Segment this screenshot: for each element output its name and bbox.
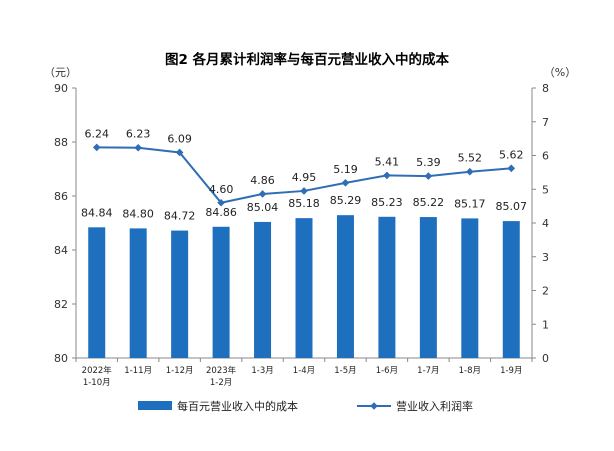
bar-data-label: 84.72: [164, 210, 196, 223]
plot-area: 80 82 84 86 88 90 0 1 2 3 4 5 6 7 8 2022年 1-10月 1-11月 1-12…: [54, 82, 549, 388]
bar-data-label: 85.17: [454, 197, 486, 210]
line-data-label: 4.86: [250, 174, 275, 187]
bar-data-label: 85.04: [247, 201, 279, 214]
bar-data-label: 85.18: [288, 197, 320, 210]
bar: [336, 215, 354, 358]
left-tick-label: 82: [54, 298, 68, 311]
x-tick-label: 2023年: [206, 365, 237, 376]
x-tick-label: 1-12月: [166, 366, 194, 376]
legend-bar-swatch: [138, 401, 172, 410]
line-data-label: 6.09: [167, 132, 192, 145]
bar: [378, 216, 396, 358]
line-data-label: 4.95: [292, 171, 317, 184]
line-point: [424, 172, 433, 180]
left-tick-label: 86: [54, 190, 68, 203]
line-point: [507, 164, 516, 173]
bar-data-label: 84.84: [81, 206, 113, 219]
x-tick-label: 1-11月: [124, 366, 152, 376]
line-data-label: 5.52: [458, 152, 483, 165]
line-data-label: 5.62: [499, 148, 524, 161]
bar: [212, 226, 230, 358]
legend-line-marker: [370, 402, 378, 410]
bar-data-label: 85.22: [413, 196, 445, 209]
line-data-label: 5.19: [333, 163, 358, 176]
right-tick-label: 7: [542, 116, 549, 129]
x-tick-label: 1-9月: [500, 366, 522, 376]
bar: [419, 217, 437, 358]
bar-data-label: 84.80: [122, 207, 154, 220]
left-tick-label: 84: [54, 244, 68, 257]
right-tick-label: 6: [542, 150, 549, 163]
x-tick-label: 1-8月: [459, 366, 481, 376]
right-tick-label: 3: [542, 251, 549, 264]
line-data-label: 6.24: [84, 127, 109, 140]
line-point: [92, 143, 101, 152]
left-tick-label: 88: [54, 136, 68, 149]
bar: [88, 227, 106, 358]
line-data-label: 5.39: [416, 156, 441, 169]
line-data-label: 4.60: [209, 183, 234, 196]
line-point: [134, 143, 142, 152]
line-point: [383, 171, 391, 180]
line-data-label: 5.41: [375, 155, 400, 168]
right-tick-label: 1: [542, 318, 549, 331]
line-point: [217, 198, 225, 207]
left-tick-label: 80: [54, 352, 68, 365]
line-point: [300, 187, 308, 195]
bar: [254, 221, 272, 358]
bar-data-label: 84.86: [205, 206, 237, 219]
bar: [502, 221, 520, 358]
x-tick-label: 1-2月: [210, 378, 232, 388]
left-axis-unit: （元）: [44, 66, 77, 79]
legend: 每百元营业收入中的成本 营业收入利润率: [138, 399, 473, 413]
legend-bar-label: 每百元营业收入中的成本: [177, 399, 298, 413]
x-tick-label: 1-10月: [83, 378, 111, 388]
right-axis-unit: （%）: [544, 66, 576, 79]
right-tick-label: 5: [542, 183, 549, 196]
line-point: [175, 148, 184, 157]
bar: [129, 228, 147, 358]
x-tick-label: 1-7月: [417, 366, 439, 376]
right-tick-label: 8: [542, 82, 549, 95]
line-data-label: 6.23: [126, 128, 151, 141]
bar: [295, 218, 313, 358]
right-tick-label: 4: [542, 217, 549, 230]
x-tick-label: 1-3月: [251, 366, 273, 376]
line-point: [466, 167, 474, 176]
bar: [171, 230, 189, 358]
x-tick-label: 2022年: [82, 365, 113, 376]
bar-data-label: 85.29: [330, 194, 362, 207]
x-tick-label: 1-5月: [334, 366, 356, 376]
line-point: [258, 190, 267, 198]
bar-data-label: 85.07: [496, 200, 528, 213]
bar-data-label: 85.23: [371, 196, 403, 209]
right-tick-label: 0: [542, 352, 549, 365]
x-tick-label: 1-6月: [376, 366, 398, 376]
bar: [461, 218, 479, 358]
legend-line-label: 营业收入利润率: [396, 399, 473, 413]
chart-title: 图2 各月累计利润率与每百元营业收入中的成本: [165, 51, 450, 68]
right-tick-label: 2: [542, 285, 549, 298]
x-tick-label: 1-4月: [293, 366, 315, 376]
left-tick-label: 90: [54, 82, 68, 95]
line-point: [341, 179, 350, 187]
